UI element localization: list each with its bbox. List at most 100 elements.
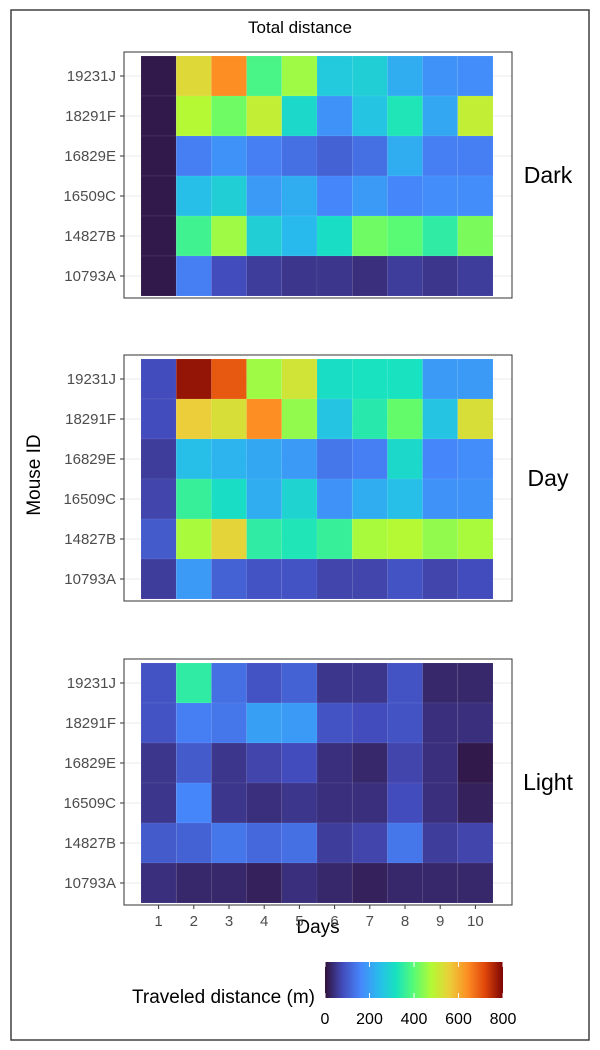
heatmap-cell-day-18291F-day3 — [211, 398, 247, 440]
heatmap-cell-day-18291F-day1 — [140, 398, 177, 440]
heatmap-cell-day-16509C-day3 — [211, 478, 247, 520]
heatmap-cell-day-16509C-day2 — [175, 478, 212, 520]
facet-label: Light — [523, 769, 573, 795]
y-tick-label: 10793A — [64, 875, 116, 892]
heatmap-cell-day-14827B-day2 — [175, 518, 212, 560]
heatmap-cell-light-10793A-day3 — [211, 862, 247, 904]
x-tick-label: 9 — [436, 913, 444, 930]
heatmap-cell-dark-16509C-day10 — [457, 175, 494, 217]
heatmap-cell-day-14827B-day5 — [281, 518, 318, 560]
heatmap-cell-day-19231J-day9 — [422, 358, 459, 400]
heatmap-cell-light-19231J-day6 — [316, 662, 353, 704]
heatmap-cell-light-19231J-day10 — [457, 662, 494, 704]
x-axis-label: Days — [296, 917, 339, 938]
facet-panel-dark: 19231J 18291F 16829E 16509C 14827B 10793A Dark — [63, 51, 573, 299]
heatmap-cell-light-14827B-day4 — [246, 822, 283, 864]
heatmap-cell-day-10793A-day4 — [246, 558, 283, 600]
heatmap-cell-light-18291F-day9 — [422, 702, 459, 744]
y-tick-label: 18291F — [65, 108, 116, 125]
x-tick-label: 6 — [330, 913, 338, 930]
heatmap-cell-day-14827B-day6 — [316, 518, 353, 560]
heatmap-cell-day-10793A-day7 — [351, 558, 388, 600]
heatmap-cell-dark-16829E-day3 — [211, 135, 247, 177]
heatmap-cell-dark-18291F-day1 — [140, 95, 177, 137]
panel-border — [123, 51, 513, 299]
heatmap-cell-light-16829E-day3 — [211, 742, 247, 784]
heatmap-cell-day-10793A-day6 — [316, 558, 353, 600]
heatmap-cell-day-16829E-day4 — [246, 438, 283, 480]
heatmap-cell-light-14827B-day3 — [211, 822, 247, 864]
heatmap-cell-light-10793A-day4 — [246, 862, 283, 904]
colorbar-tick-label: 800 — [490, 1011, 517, 1028]
heatmap-cell-light-16509C-day7 — [351, 782, 388, 824]
heatmap-cell-light-19231J-day1 — [140, 662, 177, 704]
heatmap-cell-dark-19231J-day9 — [422, 55, 459, 97]
heatmap-cell-day-10793A-day9 — [422, 558, 459, 600]
y-tick-label: 16509C — [63, 795, 116, 812]
heatmap-cell-light-18291F-day3 — [211, 702, 247, 744]
heatmap-cell-day-19231J-day6 — [316, 358, 353, 400]
heatmap-cell-light-16829E-day1 — [140, 742, 177, 784]
heatmap-cell-dark-16829E-day10 — [457, 135, 494, 177]
heatmap-cell-light-16509C-day9 — [422, 782, 459, 824]
heatmap-cell-day-14827B-day4 — [246, 518, 283, 560]
x-tick-label: 7 — [366, 913, 374, 930]
heatmap-cell-day-16509C-day7 — [351, 478, 388, 520]
heatmap-cell-dark-10793A-day5 — [281, 255, 318, 297]
y-tick-label: 14827B — [64, 531, 116, 548]
x-tick-label: 1 — [154, 913, 162, 930]
heatmap-cell-dark-18291F-day10 — [457, 95, 494, 137]
heatmap-cell-light-18291F-day2 — [175, 702, 212, 744]
heatmap-cell-day-19231J-day2 — [175, 358, 212, 400]
colorbar-tick-label: 200 — [356, 1011, 383, 1028]
heatmap-cell-dark-10793A-day8 — [387, 255, 423, 297]
heatmap-cell-day-19231J-day3 — [211, 358, 247, 400]
heatmap-cell-dark-14827B-day1 — [140, 215, 177, 257]
heatmap-cell-light-16829E-day10 — [457, 742, 494, 784]
heatmap-cell-dark-18291F-day9 — [422, 95, 459, 137]
heatmap-cell-day-18291F-day7 — [351, 398, 388, 440]
heatmap-cell-dark-14827B-day7 — [351, 215, 388, 257]
heatmap-cell-light-14827B-day6 — [316, 822, 353, 864]
heatmap-cell-day-16829E-day3 — [211, 438, 247, 480]
heatmap-cell-day-14827B-day7 — [351, 518, 388, 560]
heatmap-cell-day-19231J-day5 — [281, 358, 318, 400]
facet-label: Day — [528, 465, 569, 491]
heatmap-cell-dark-16509C-day2 — [175, 175, 212, 217]
heatmap-cell-light-14827B-day1 — [140, 822, 177, 864]
y-tick-label: 19231J — [67, 675, 116, 692]
heatmap-cell-dark-14827B-day9 — [422, 215, 459, 257]
heatmap-cell-dark-16509C-day3 — [211, 175, 247, 217]
y-tick-label: 14827B — [64, 835, 116, 852]
facet-panel-light: 19231J 18291F 16829E 16509C 14827B 10793A Ligh… — [63, 658, 574, 906]
y-tick-label: 14827B — [64, 228, 116, 245]
heatmap-cell-day-16509C-day8 — [387, 478, 423, 520]
heatmap-cell-light-19231J-day4 — [246, 662, 283, 704]
heatmap-cell-day-10793A-day8 — [387, 558, 423, 600]
heatmap-cell-light-19231J-day2 — [175, 662, 212, 704]
y-tick-label: 19231J — [67, 371, 116, 388]
heatmap-cell-dark-18291F-day4 — [246, 95, 283, 137]
heatmap-cell-day-18291F-day5 — [281, 398, 318, 440]
heatmap-cell-light-16829E-day5 — [281, 742, 318, 784]
heatmap-cell-dark-16829E-day4 — [246, 135, 283, 177]
heatmap-cell-dark-18291F-day8 — [387, 95, 423, 137]
heatmap-cell-light-18291F-day10 — [457, 702, 494, 744]
heatmap-cell-dark-10793A-day9 — [422, 255, 459, 297]
heatmap-cell-day-16509C-day4 — [246, 478, 283, 520]
heatmap-cell-dark-10793A-day3 — [211, 255, 247, 297]
heatmap-cell-day-16829E-day2 — [175, 438, 212, 480]
facet-panels: 19231J 18291F 16829E 16509C 14827B 10793A Dark… — [63, 51, 574, 906]
heatmap-cell-day-16829E-day10 — [457, 438, 494, 480]
heatmap-cell-day-18291F-day10 — [457, 398, 494, 440]
heatmap-cell-day-19231J-day10 — [457, 358, 494, 400]
heatmap-cell-light-19231J-day7 — [351, 662, 388, 704]
heatmap-cell-dark-14827B-day4 — [246, 215, 283, 257]
heatmap-cell-day-16509C-day1 — [140, 478, 177, 520]
x-tick-label: 8 — [401, 913, 409, 930]
heatmap-cell-light-16509C-day6 — [316, 782, 353, 824]
heatmap-cell-dark-19231J-day7 — [351, 55, 388, 97]
heatmap-cell-dark-10793A-day10 — [457, 255, 494, 297]
heatmap-cell-light-14827B-day8 — [387, 822, 423, 864]
panel-border — [123, 354, 513, 602]
